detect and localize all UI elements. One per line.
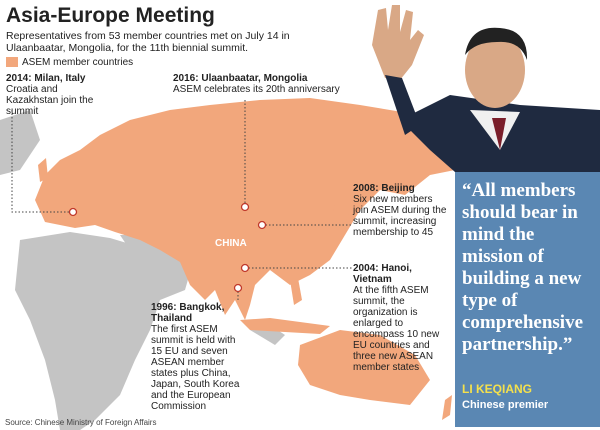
legend-label: ASEM member countries [22,57,134,68]
title: Asia-Europe Meeting [6,4,215,27]
event: 2008: Beijing Six new members join ASEM … [353,183,448,238]
event: 1996: Bangkok, Thailand The first ASEM s… [151,302,243,412]
event-heading: 2004: Hanoi, Vietnam [353,263,412,285]
event: 2016: Ulaanbaatar, Mongolia ASEM celebra… [173,73,363,95]
event-text: The first ASEM summit is held with 15 EU… [151,324,240,412]
event: 2014: Milan, Italy Croatia and Kazakhsta… [6,73,111,117]
event-heading: 1996: Bangkok, Thailand [151,302,225,324]
land-asem [240,318,330,334]
land-asem [290,278,302,305]
event-text: ASEM celebrates its 20th anniversary [173,84,340,95]
land-asem [38,158,48,182]
event-heading: 2008: Beijing [353,183,415,194]
quote-text: “All members should bear in mind the mis… [462,180,584,355]
country-label: CHINA [215,238,247,249]
quote-speaker: LI KEQIANG [462,382,533,396]
portrait [372,5,600,172]
leader-lines [11,100,352,300]
quote-role: Chinese premier [462,399,549,411]
land-other [15,232,185,430]
event: 2004: Hanoi, Vietnam At the fifth ASEM s… [353,263,451,373]
event-text: Six new members join ASEM during the sum… [353,194,447,238]
subtitle: Representatives from 53 member countries… [6,30,290,54]
land-other [0,110,40,175]
event-text: Croatia and Kazakhstan join the summit [6,84,94,117]
event-heading: 2016: Ulaanbaatar, Mongolia [173,73,308,84]
land-asem [442,395,452,420]
event-text: At the fifth ASEM summit, the organizati… [353,285,440,373]
land-asem [35,98,470,320]
legend-swatch [6,57,18,67]
land-asem [298,330,430,405]
quote-box [455,172,600,427]
event-heading: 2014: Milan, Italy [6,73,86,84]
source: Source: Chinese Ministry of Foreign Affa… [5,418,157,427]
city-markers [68,202,267,293]
land-asem [325,195,350,245]
